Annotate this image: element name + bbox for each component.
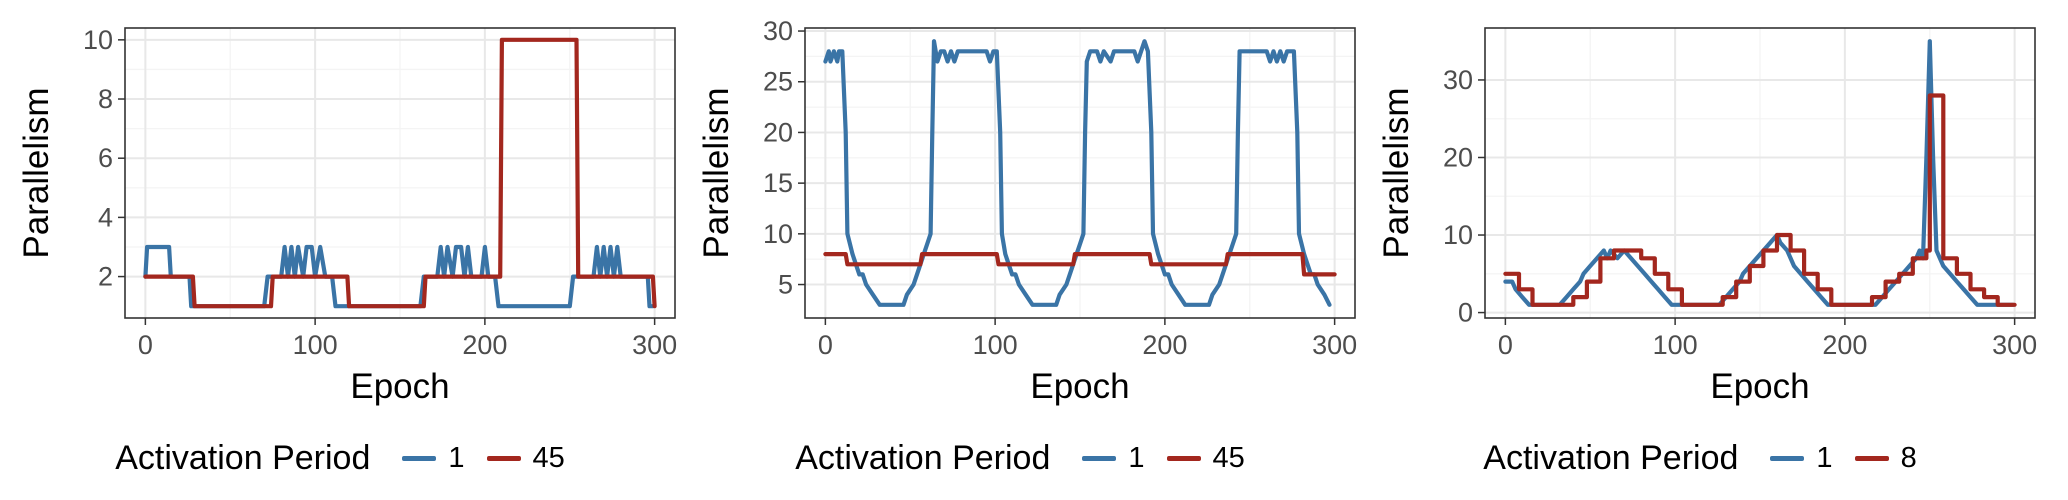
legend-1: Activation Period 1 45 <box>0 428 680 488</box>
series-line-45 <box>143 37 657 309</box>
y-tick-label: 10 <box>763 219 793 249</box>
plot-area-1: 0 100 200 300 2 4 6 8 10 Epoch Parallelism <box>17 25 677 406</box>
series-line-45 <box>823 252 1337 277</box>
x-tick-label: 200 <box>462 330 507 360</box>
series-line-8 <box>1503 93 2017 307</box>
x-tick-label: 200 <box>1822 330 1867 360</box>
legend-label: 45 <box>532 441 565 474</box>
chart-panel-2: 0 100 200 300 5 10 15 20 25 30 Epoch Parallelism Ac… <box>680 0 1360 500</box>
legend-title: Activation Period <box>1483 438 1739 477</box>
legend-swatch <box>486 455 521 461</box>
y-tick-label: 8 <box>98 84 113 114</box>
plot-area-3: 0 100 200 300 0 10 20 30 Epoch Parallelism <box>1377 27 2037 406</box>
y-tick-label: 6 <box>98 143 113 173</box>
plot-area-2: 0 100 200 300 5 10 15 20 25 30 Epoch Parallelism <box>697 16 1357 406</box>
legend-3: Activation Period 1 8 <box>1360 428 2040 488</box>
x-tick-label: 300 <box>632 330 677 360</box>
legend-item-series-1: 1 <box>1770 441 1833 475</box>
legend-title: Activation Period <box>795 438 1051 477</box>
legend-swatch <box>1770 455 1805 461</box>
legend-label: 1 <box>1128 441 1145 474</box>
y-tick-label: 10 <box>1443 220 1473 250</box>
y-axis-title: Parallelism <box>17 87 56 258</box>
y-tick-label: 20 <box>763 117 793 147</box>
y-tick-label: 2 <box>98 262 113 292</box>
x-tick-label: 0 <box>1498 330 1513 360</box>
y-tick-label: 4 <box>98 202 113 232</box>
x-axis-title: Epoch <box>1710 367 1809 406</box>
x-tick-label: 0 <box>138 330 153 360</box>
legend-swatch <box>1166 455 1201 461</box>
plot-border <box>124 27 676 319</box>
x-tick-label: 100 <box>293 330 338 360</box>
chart-panel-3: 0 100 200 300 0 10 20 30 Epoch Parallelism Activa… <box>1360 0 2040 500</box>
x-tick-label: 300 <box>1992 330 2037 360</box>
legend-2: Activation Period 1 45 <box>680 428 1360 488</box>
legend-item-series-2: 8 <box>1854 441 1917 475</box>
chart-panel-1: 0 100 200 300 2 4 6 8 10 Epoch Parallelism Activat… <box>0 0 680 500</box>
y-tick-label: 5 <box>778 270 793 300</box>
legend-label: 8 <box>1900 441 1917 474</box>
y-axis-title: Parallelism <box>697 87 736 258</box>
y-tick-label: 30 <box>1443 65 1473 95</box>
y-tick-label: 0 <box>1458 298 1473 328</box>
plot-border <box>804 27 1356 319</box>
legend-item-series-2: 45 <box>486 441 565 475</box>
x-tick-label: 0 <box>818 330 833 360</box>
legend-title: Activation Period <box>115 438 371 477</box>
legend-item-series-2: 45 <box>1166 441 1245 475</box>
x-axis-title: Epoch <box>350 367 449 406</box>
x-tick-label: 300 <box>1312 330 1357 360</box>
y-tick-label: 25 <box>763 67 793 97</box>
legend-item-series-1: 1 <box>1082 441 1145 475</box>
y-axis-title: Parallelism <box>1377 87 1416 258</box>
y-tick-label: 20 <box>1443 142 1473 172</box>
legend-swatch <box>402 455 437 461</box>
x-axis-title: Epoch <box>1030 367 1129 406</box>
x-tick-label: 100 <box>973 330 1018 360</box>
legend-swatch <box>1082 455 1117 461</box>
x-tick-label: 200 <box>1142 330 1187 360</box>
legend-item-series-1: 1 <box>402 441 465 475</box>
legend-label: 1 <box>1816 441 1833 474</box>
plot-border <box>1484 27 2036 319</box>
legend-swatch <box>1854 455 1889 461</box>
y-tick-label: 10 <box>83 25 113 55</box>
y-tick-label: 30 <box>763 16 793 46</box>
legend-label: 1 <box>448 441 465 474</box>
x-tick-label: 100 <box>1653 330 1698 360</box>
legend-label: 45 <box>1212 441 1245 474</box>
y-tick-label: 15 <box>763 168 793 198</box>
